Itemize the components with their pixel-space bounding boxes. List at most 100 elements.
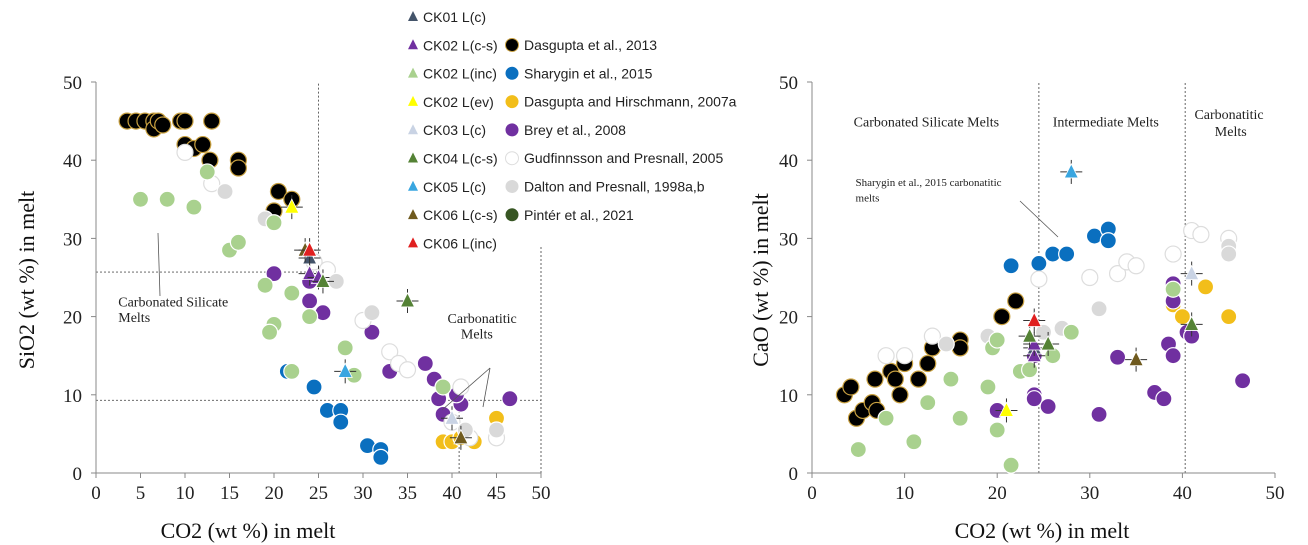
- data-point: [905, 433, 923, 451]
- annotation-text: Intermediate Melts: [1053, 116, 1159, 131]
- data-point: [301, 292, 319, 310]
- data-point: [993, 308, 1011, 326]
- triangle-marker: [1180, 312, 1203, 337]
- legend-label: Gudfinnsson and Presnall, 2005: [524, 150, 723, 166]
- triangle-icon: [408, 237, 418, 248]
- data-point: [176, 143, 194, 161]
- leader-line: [157, 232, 161, 297]
- data-points: [118, 112, 519, 466]
- data-point: [265, 264, 283, 283]
- legend-item: CK04 L(c-s): [408, 151, 498, 167]
- data-point: [372, 448, 390, 466]
- legend-label: CK06 L(c-s): [423, 207, 498, 223]
- x-tick-label: 25: [309, 483, 328, 504]
- annotations: Carbonated Silicate Melts Intermediate Me…: [854, 108, 1264, 238]
- circle-icon: [505, 208, 519, 222]
- x-tick-label: 5: [136, 483, 146, 504]
- data-point: [1128, 350, 1144, 367]
- data-point: [283, 284, 301, 302]
- data-point: [919, 354, 937, 373]
- reference-lines: [1038, 82, 1186, 473]
- y-axis-label: CaO (wt %) in melt: [748, 193, 773, 367]
- triangle-icon: [408, 152, 418, 163]
- data-point: [487, 421, 506, 439]
- annotation-text: Carbonatitic: [1194, 108, 1263, 123]
- data-point: [501, 390, 519, 408]
- data-point: [444, 409, 460, 425]
- data-point: [1108, 348, 1127, 366]
- x-axis-label: CO2 (wt %) in melt: [161, 518, 336, 543]
- data-point: [452, 378, 470, 396]
- triangle-marker: [1037, 331, 1060, 356]
- data-point: [399, 292, 416, 308]
- x-tick-label: 10: [895, 483, 914, 504]
- annotation-text: melts: [856, 193, 880, 205]
- annotation-text: Melts: [461, 327, 493, 342]
- leader-line: [482, 367, 491, 408]
- legend-item: CK03 L(c): [408, 122, 486, 138]
- data-point: [1007, 292, 1025, 310]
- triangle-icon: [408, 124, 418, 135]
- data-point: [229, 233, 247, 251]
- data-point: [842, 378, 860, 396]
- data-point: [1062, 323, 1080, 341]
- legend-item: Dalton and Presnall, 1998a,b: [505, 179, 705, 195]
- x-tick-label: 0: [91, 483, 101, 504]
- triangle-icon: [408, 95, 418, 106]
- data-point: [877, 347, 895, 365]
- data-point: [1090, 300, 1108, 318]
- x-tick-label: 10: [176, 483, 195, 504]
- data-point: [1108, 264, 1127, 283]
- data-point: [1233, 372, 1252, 390]
- data-point: [336, 339, 354, 357]
- triangle-icon: [408, 180, 418, 191]
- legend-label: CK02 L(ev): [423, 94, 494, 110]
- triangle-marker: [311, 269, 334, 294]
- data-point: [1099, 232, 1117, 250]
- y-tick-label: 50: [779, 73, 798, 94]
- data-point: [942, 370, 960, 388]
- triangle-icon: [408, 209, 418, 220]
- data-point: [131, 190, 150, 208]
- legend-label: CK02 L(c-s): [423, 37, 498, 53]
- circle-icon: [505, 95, 519, 109]
- cao-chart: 0 10 20 30 40 50 0 10 20 30 40 50 Carbonated Silic…: [748, 73, 1285, 543]
- data-point: [1196, 278, 1215, 296]
- triangle-marker: [1125, 347, 1148, 372]
- data-point: [1184, 315, 1200, 331]
- y-tick-label: 20: [779, 308, 798, 329]
- annotation-text: Carbonated Silicate: [118, 295, 228, 310]
- annotation-text: Sharygin et al., 2015 carbonatitic: [856, 177, 1002, 189]
- y-tick-label: 40: [779, 151, 798, 172]
- data-point: [979, 378, 997, 396]
- data-point: [1164, 347, 1182, 365]
- triangle-marker: [449, 425, 472, 450]
- data-point: [1164, 280, 1182, 298]
- y-tick-label: 20: [63, 308, 82, 329]
- legend-item: CK05 L(c): [408, 179, 486, 195]
- legend-label: Pintér et al., 2021: [524, 207, 634, 223]
- data-point: [260, 323, 279, 341]
- data-point: [891, 386, 909, 404]
- legend-item: CK02 L(c-s): [408, 37, 498, 53]
- data-point: [877, 409, 895, 427]
- data-point: [203, 112, 221, 130]
- data-point: [256, 276, 274, 294]
- x-tick-label: 15: [220, 483, 239, 504]
- data-point: [176, 112, 194, 130]
- data-point: [1040, 335, 1056, 351]
- y-tick-label: 40: [63, 151, 82, 172]
- y-tick-labels: 0 10 20 30 40 50: [63, 73, 96, 485]
- legend-item: CK02 L(ev): [408, 94, 494, 110]
- x-tick-labels: 0 10 20 30 40 50: [807, 473, 1285, 504]
- data-point: [998, 401, 1015, 417]
- data-point: [1184, 264, 1200, 280]
- data-point: [988, 421, 1006, 439]
- data-point: [849, 440, 867, 459]
- data-point: [988, 331, 1006, 349]
- data-point: [895, 347, 914, 365]
- data-point: [332, 413, 350, 431]
- data-point: [1026, 335, 1042, 351]
